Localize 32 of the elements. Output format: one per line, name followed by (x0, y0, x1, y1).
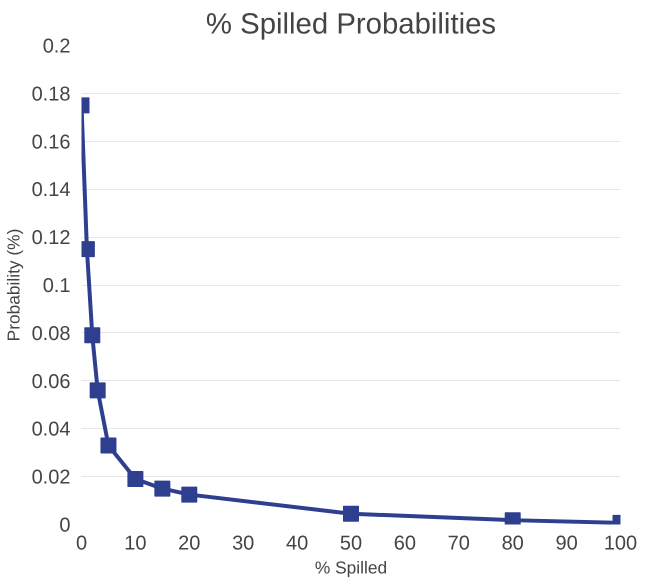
y-tick-label: 0.1 (42, 275, 71, 297)
point (90, 382, 106, 398)
y-tick-label: 0.2 (42, 36, 71, 58)
x-tick-label: 40 (286, 532, 308, 554)
y-tick-label: 0.02 (32, 466, 71, 489)
y-tick-label: 0.12 (32, 227, 71, 250)
y-tick-label: 0.14 (32, 179, 71, 202)
x-tick-label: 70 (448, 532, 470, 554)
x-tick-label: 100 (604, 532, 638, 554)
y-tick-label: 0.04 (32, 418, 71, 441)
x-tick-label: 10 (124, 532, 147, 554)
x-tick-label: 50 (340, 532, 362, 554)
point (84, 327, 100, 344)
x-tick-label: 0 (76, 532, 88, 554)
x-axis-title: % Spilled (314, 558, 388, 578)
y-axis-title: Probability (%) (4, 228, 24, 342)
y-tick-label: 0.18 (32, 83, 71, 106)
y-tick-label: 0.16 (32, 131, 71, 154)
x-tick-label: 90 (555, 532, 578, 554)
point (343, 506, 359, 522)
x-tick-label: 60 (394, 532, 416, 554)
point (154, 480, 170, 497)
y-tick-label: 0.06 (32, 370, 71, 393)
x-tick-label: 20 (178, 532, 200, 554)
x-tick-label: 80 (502, 532, 524, 554)
y-tick-label: 0.08 (32, 322, 71, 345)
point (127, 470, 144, 487)
chart-title: % Spilled Probabilities (206, 8, 496, 40)
point (100, 437, 116, 454)
x-tick-label: 30 (232, 532, 254, 554)
point (181, 486, 198, 503)
y-tick-label: 0 (59, 514, 70, 536)
